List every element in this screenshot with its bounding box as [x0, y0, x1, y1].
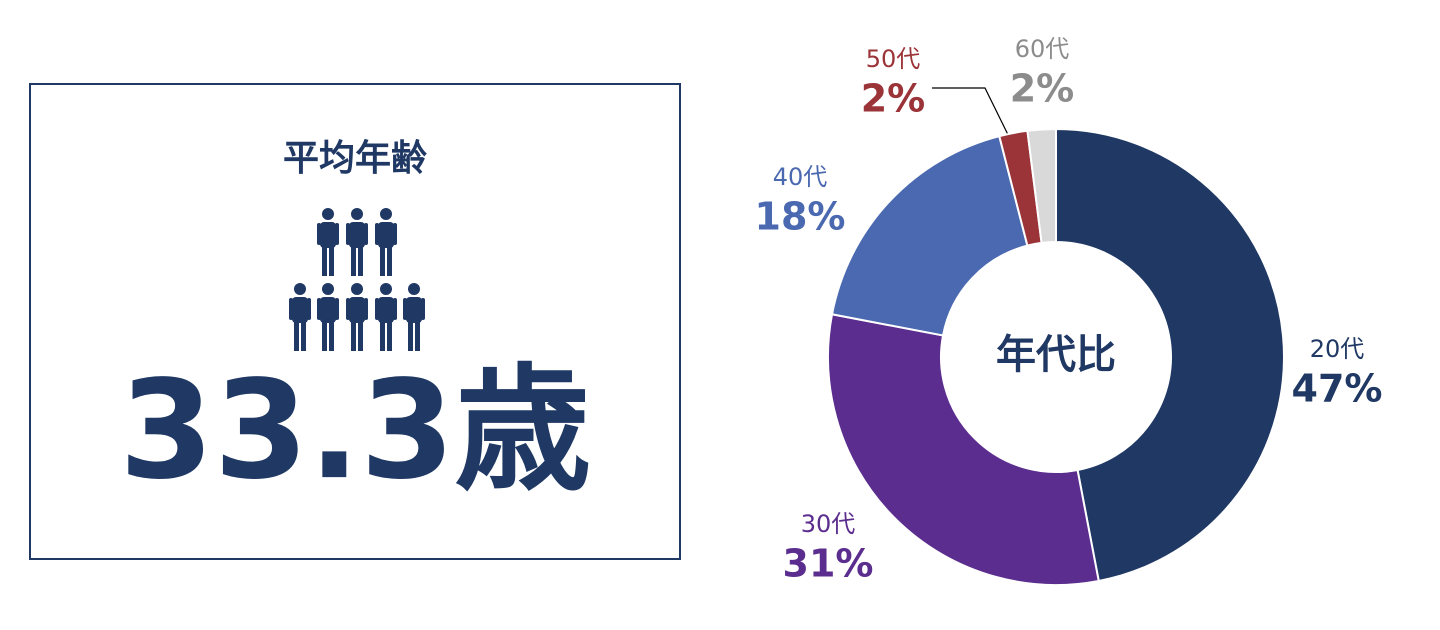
- card-value: 33.3歳: [119, 352, 591, 510]
- donut: [827, 127, 1285, 586]
- category-label: 20代: [1310, 335, 1365, 363]
- value-label: 2%: [1010, 67, 1075, 111]
- value-label: 2%: [861, 77, 926, 121]
- donut-slice: [1026, 127, 1057, 245]
- donut-slice: [830, 134, 1029, 337]
- category-label: 50代: [866, 45, 921, 73]
- value-label: 31%: [783, 542, 874, 586]
- value-label: 18%: [755, 195, 846, 239]
- chart-title: 年代比: [996, 332, 1116, 378]
- donut-slice: [827, 313, 1100, 586]
- value-label: 47%: [1292, 367, 1383, 411]
- category-label: 60代: [1015, 35, 1070, 63]
- card-title: 平均年齢: [283, 138, 427, 179]
- category-label: 30代: [801, 510, 856, 538]
- donut-slice: [1055, 127, 1285, 583]
- category-label: 40代: [773, 163, 828, 191]
- leader-line: [932, 87, 1018, 154]
